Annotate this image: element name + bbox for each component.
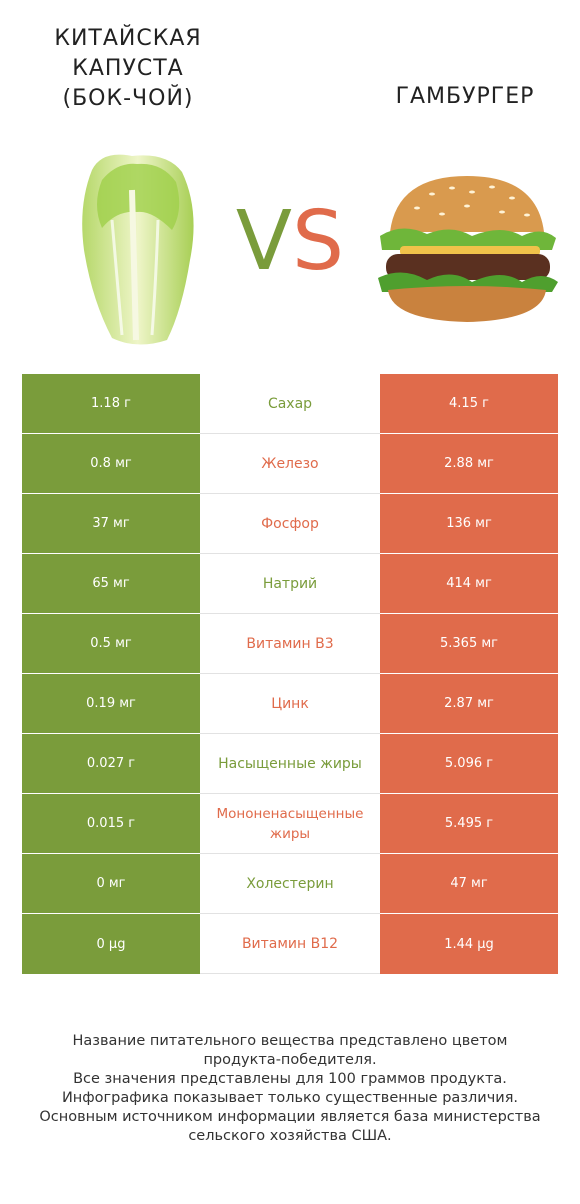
right-value: 5.096 г xyxy=(380,734,558,793)
footer-line: Название питательного вещества представл… xyxy=(72,1033,508,1049)
versus-label: VS xyxy=(220,192,360,292)
nutrient-name: Холестерин xyxy=(200,854,380,914)
left-value: 0.015 г xyxy=(22,794,200,853)
nutrient-label: Насыщенные жиры xyxy=(218,755,362,772)
left-value: 37 мг xyxy=(22,494,200,553)
footer-note: Название питательного вещества представл… xyxy=(20,1032,560,1146)
nutrient-name: Натрий xyxy=(200,554,380,614)
table-row: 0.5 мг Витамин B3 5.365 мг xyxy=(22,614,558,674)
right-value: 47 мг xyxy=(380,854,558,913)
left-value: 0.027 г xyxy=(22,734,200,793)
nutrient-label: Витамин B12 xyxy=(241,935,339,952)
right-value: 4.15 г xyxy=(380,374,558,433)
nutrient-label: Натрий xyxy=(262,575,318,592)
nutrient-name: Витамин B12 xyxy=(200,914,380,974)
right-value: 5.495 г xyxy=(380,794,558,853)
nutrient-label: Витамин B3 xyxy=(246,635,334,652)
left-value: 0.19 мг xyxy=(22,674,200,733)
table-row: 0 мг Холестерин 47 мг xyxy=(22,854,558,914)
right-value: 1.44 µg xyxy=(380,914,558,974)
table-row: 0.8 мг Железо 2.88 мг xyxy=(22,434,558,494)
right-product-title: ГАМБУРГЕР xyxy=(395,84,535,109)
table-row: 0.19 мг Цинк 2.87 мг xyxy=(22,674,558,734)
left-value: 65 мг xyxy=(22,554,200,613)
nutrient-label: Фосфор xyxy=(261,515,319,532)
right-value: 136 мг xyxy=(380,494,558,553)
comparison-table: 1.18 г Сахар 4.15 г 0.8 мг Железо 2.88 м… xyxy=(22,374,558,974)
left-title-line: (БОК-ЧОЙ) xyxy=(62,86,194,111)
left-value: 0.8 мг xyxy=(22,434,200,493)
hamburger-image xyxy=(378,176,558,322)
right-value: 2.88 мг xyxy=(380,434,558,493)
vs-v: V xyxy=(235,194,293,289)
left-value: 0 µg xyxy=(22,914,200,974)
nutrient-name: Цинк xyxy=(200,674,380,734)
left-value: 1.18 г xyxy=(22,374,200,433)
vs-s: S xyxy=(292,194,345,289)
left-value: 0.5 мг xyxy=(22,614,200,673)
left-product-title: КИТАЙСКАЯ КАПУСТА (БОК-ЧОЙ) xyxy=(18,24,238,114)
nutrient-name: Витамин B3 xyxy=(200,614,380,674)
right-value: 5.365 мг xyxy=(380,614,558,673)
footer-line: Основным источником информации является … xyxy=(39,1109,541,1125)
nutrient-label: Цинк xyxy=(271,695,309,712)
footer-line: сельского хозяйства США. xyxy=(188,1128,392,1144)
table-row: 1.18 г Сахар 4.15 г xyxy=(22,374,558,434)
right-value: 414 мг xyxy=(380,554,558,613)
nutrient-name: Железо xyxy=(200,434,380,494)
nutrient-label: Железо xyxy=(261,455,319,472)
nutrient-name: Фосфор xyxy=(200,494,380,554)
footer-line: Инфографика показывает только существенн… xyxy=(61,1090,519,1106)
nutrient-label: Холестерин xyxy=(246,875,334,892)
nutrient-name: Насыщенные жиры xyxy=(200,734,380,794)
footer-line: продукта-победителя. xyxy=(203,1052,377,1068)
chinese-cabbage-image xyxy=(82,154,194,345)
left-value: 0 мг xyxy=(22,854,200,913)
nutrient-name: Мононенасыщенные жиры xyxy=(200,794,380,854)
table-row: 0.027 г Насыщенные жиры 5.096 г xyxy=(22,734,558,794)
table-row: 0.015 г Мононенасыщенные жиры 5.495 г xyxy=(22,794,558,854)
left-title-line: КАПУСТА xyxy=(72,56,184,81)
left-title-line: КИТАЙСКАЯ xyxy=(54,26,202,51)
table-row: 37 мг Фосфор 136 мг xyxy=(22,494,558,554)
right-value: 2.87 мг xyxy=(380,674,558,733)
nutrient-label: Сахар xyxy=(267,395,313,412)
footer-line: Все значения представлены для 100 граммо… xyxy=(73,1071,507,1087)
nutrient-name: Сахар xyxy=(200,374,380,434)
table-row: 65 мг Натрий 414 мг xyxy=(22,554,558,614)
nutrient-label: Мононенасыщенные жиры xyxy=(216,805,364,842)
table-row: 0 µg Витамин B12 1.44 µg xyxy=(22,914,558,974)
